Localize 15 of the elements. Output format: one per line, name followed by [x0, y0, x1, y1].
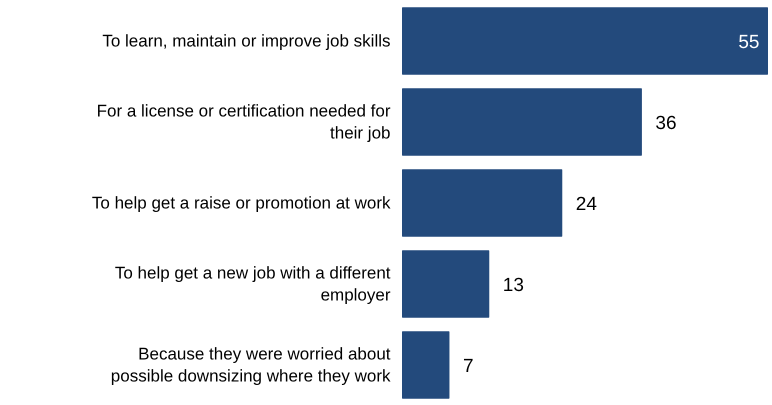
bar — [402, 88, 642, 156]
data-label: 24 — [576, 194, 598, 215]
y-tick-label: To learn, maintain or improve job skills — [102, 32, 390, 50]
data-label: 7 — [462, 356, 474, 377]
y-tick-label: Because they were worried about possible downsizing where they work — [110, 344, 391, 386]
y-tick-label: For a license or certification needed for their job — [96, 102, 391, 142]
y-tick-label: To help get a new job with a different employer — [114, 264, 391, 304]
bar — [402, 250, 490, 318]
y-tick-label: To help get a raise or promotion at work — [92, 194, 391, 212]
bar — [402, 169, 562, 237]
data-label: 13 — [502, 275, 524, 296]
data-label: 55 — [738, 32, 760, 53]
bar — [402, 7, 768, 75]
data-label: 36 — [655, 113, 677, 134]
bar — [402, 331, 450, 399]
